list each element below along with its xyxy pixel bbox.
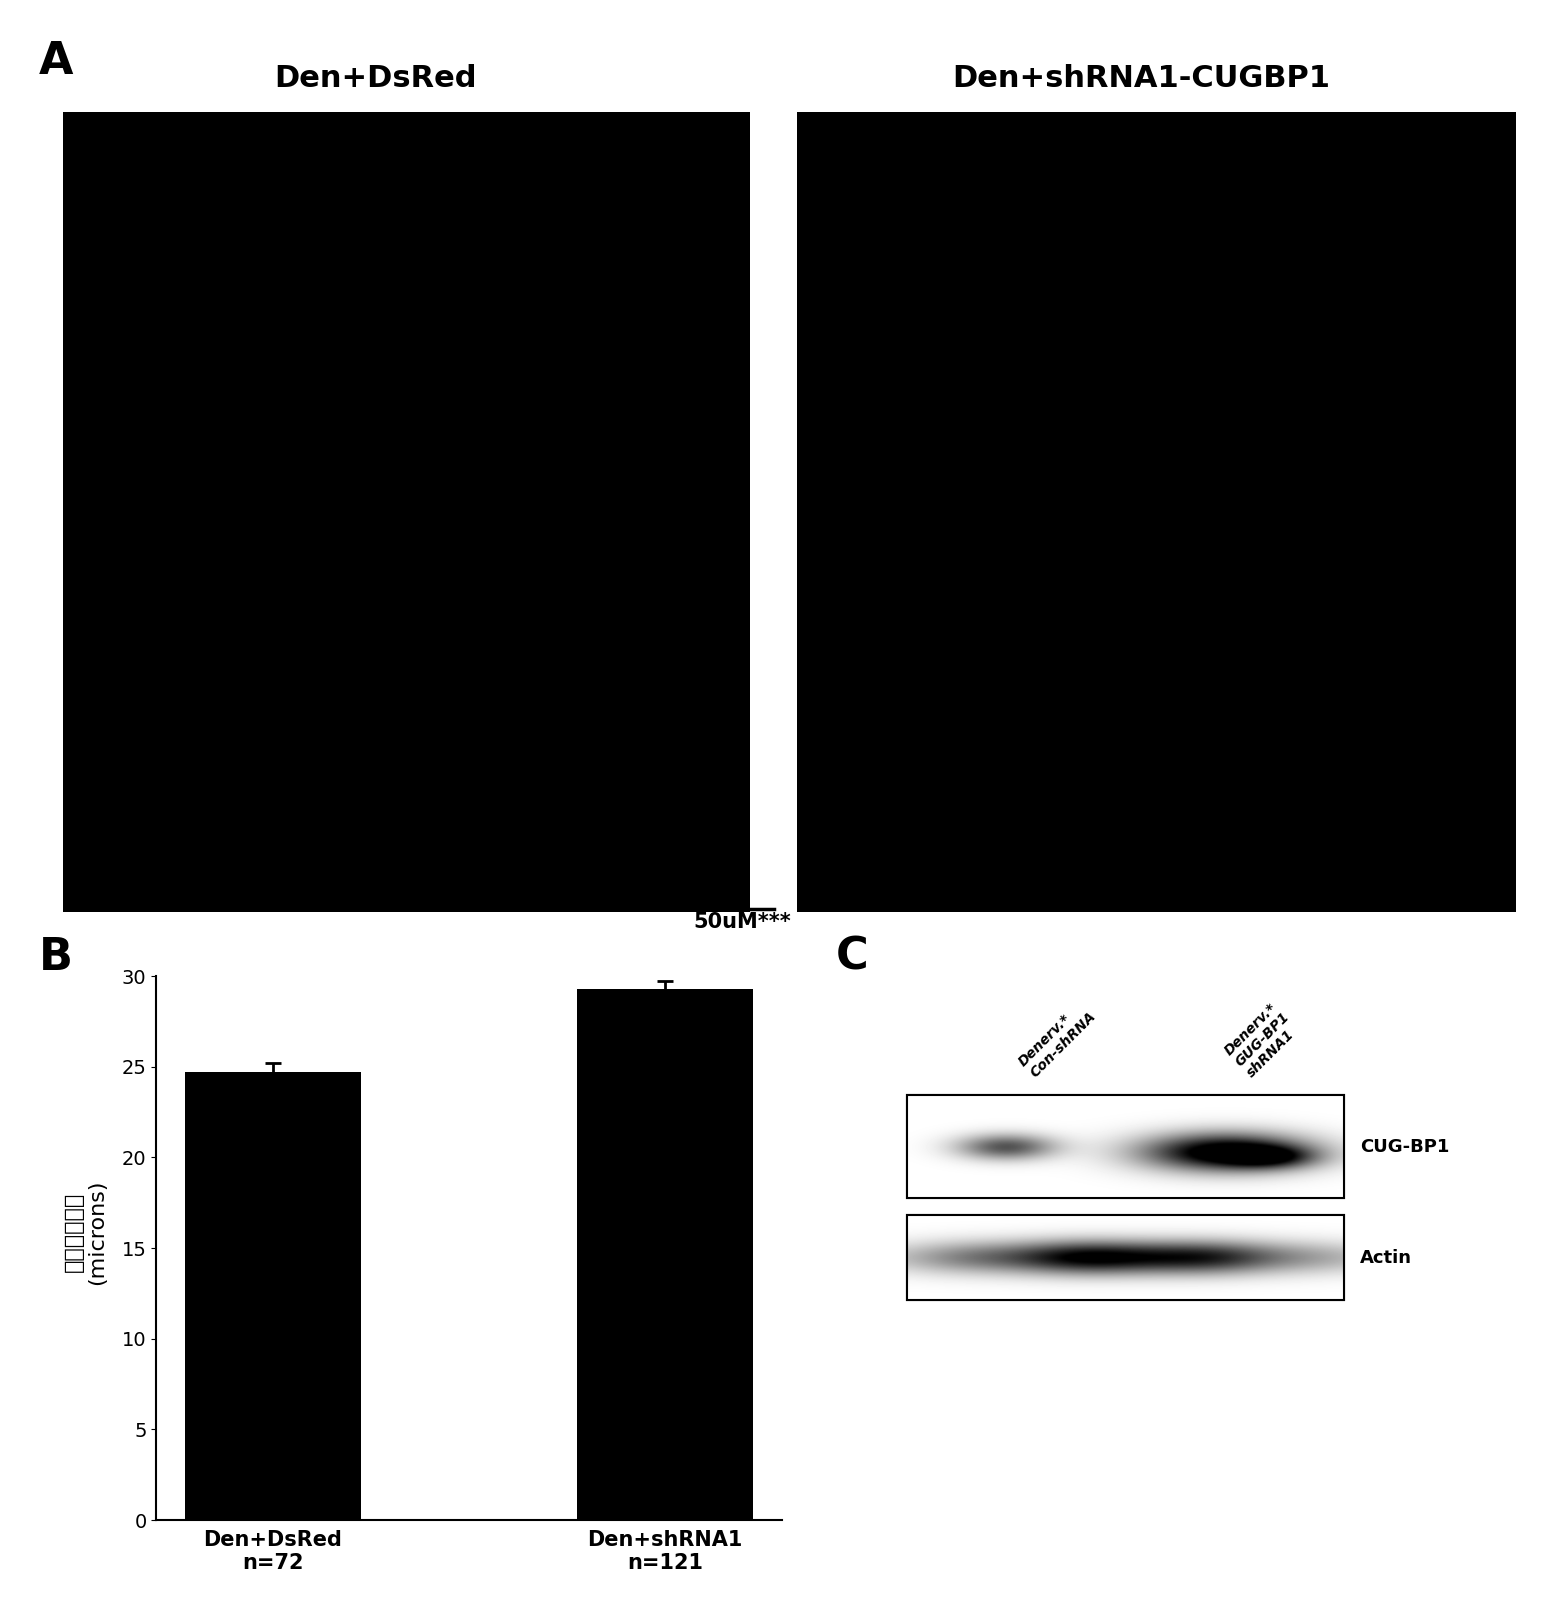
Bar [907,1214,1344,1301]
Text: 肌肉纤维直径
(microns): 肌肉纤维直径 (microns) [64,1179,108,1285]
Bar [577,989,753,1520]
Text: 50uM***: 50uM*** [694,912,791,931]
Text: Den+DsRed: Den+DsRed [274,64,477,93]
Text: B: B [39,936,73,979]
Text: Denerv.*
GUG-BP1
shRNA1: Denerv.* GUG-BP1 shRNA1 [1222,998,1304,1080]
Text: Den+shRNA1-CUGBP1: Den+shRNA1-CUGBP1 [952,64,1330,93]
Bar [907,1096,1344,1198]
Text: Denerv.*
Con-shRNA: Denerv.* Con-shRNA [1016,998,1099,1080]
Text: Actin: Actin [1360,1248,1411,1267]
Text: CUG-BP1: CUG-BP1 [1360,1138,1449,1155]
Text: C: C [836,936,869,979]
Bar [907,1214,1344,1301]
Bar [907,1096,1344,1198]
Bar [184,1072,361,1520]
Text: A: A [39,40,73,83]
